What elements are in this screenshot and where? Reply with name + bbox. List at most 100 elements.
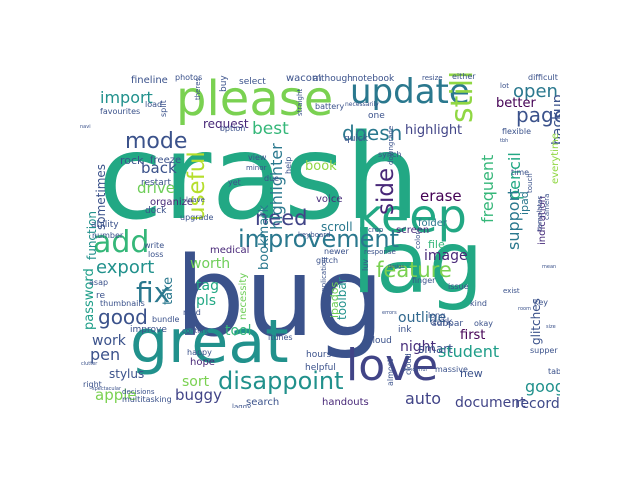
word-tag: tag <box>196 278 219 294</box>
word-application: application <box>320 257 328 296</box>
word-response: response <box>364 248 396 256</box>
word-quick: quick <box>344 134 369 144</box>
word-auto: auto <box>405 389 441 408</box>
word-cloud: cloud <box>404 353 413 375</box>
word-password: password <box>82 268 97 330</box>
word-ability: ability <box>91 220 119 230</box>
word-tiny: clutter <box>81 361 98 367</box>
word-improve: improve <box>130 325 167 335</box>
word-folder: folder <box>418 218 448 229</box>
word-search: search <box>246 397 279 408</box>
word-minor: minor <box>246 164 266 172</box>
word-although: although <box>313 74 353 84</box>
word-highlighter: highlighter <box>267 143 286 230</box>
word-import: import <box>100 88 153 107</box>
word-split: split <box>159 100 168 117</box>
word-re: re <box>96 291 106 301</box>
word-camera: camera <box>543 194 551 220</box>
word-medical: medical <box>210 245 249 256</box>
word-request: request <box>203 117 249 131</box>
word-night: night <box>400 339 437 355</box>
word-review: review <box>80 168 83 198</box>
word-med: med <box>183 308 201 317</box>
word-work: work <box>92 333 127 349</box>
word-google: google <box>525 377 560 396</box>
word-tiny: size <box>546 324 556 330</box>
word-thumbnails: thumbnails <box>100 299 145 308</box>
word-hours: hours <box>306 350 332 360</box>
word-necessarily: necessarily <box>345 101 379 108</box>
word-open: open <box>513 81 558 102</box>
word-smart: smart <box>418 342 453 356</box>
word-disappoint: disappoint <box>218 367 344 395</box>
word-upgrade: upgrade <box>180 213 213 222</box>
word-sort: sort <box>182 374 210 390</box>
word-luv: luv <box>361 259 370 271</box>
word-photos: photos <box>175 73 202 82</box>
word-still: still <box>445 72 480 123</box>
word-tiny: spectacular <box>92 386 122 392</box>
word-first: first <box>460 328 485 343</box>
word-newer: newer <box>324 247 349 256</box>
word-tiny: design <box>388 264 405 270</box>
word-helpful: helpful <box>305 363 336 373</box>
word-highlight: highlight <box>405 123 462 138</box>
word-voice: voice <box>316 194 342 205</box>
word-improvement: improvement <box>238 225 399 253</box>
word-buggy: buggy <box>175 386 222 404</box>
word-itunes: itunes <box>268 333 293 342</box>
word-fix: fix <box>136 276 170 309</box>
word-pencil: pencil <box>505 152 524 200</box>
word-time: time <box>511 168 529 177</box>
word-happy: happy <box>187 348 212 357</box>
word-everytime: everytime <box>550 133 560 184</box>
word-ipad: ipad <box>518 191 531 215</box>
word-indication: indication <box>537 196 548 245</box>
word-freeze: freeze <box>150 155 181 166</box>
word-bundle: bundle <box>152 315 180 324</box>
word-flexible: flexible <box>502 127 531 136</box>
word-keyboard: keyboard <box>298 231 330 239</box>
word-resize: resize <box>422 74 443 82</box>
word-touch: touch <box>526 173 534 193</box>
word-fineline: fineline <box>131 75 168 86</box>
word-cloud-canvas: crashbuglaggreatpleasekeeploveupdateaddf… <box>80 72 560 408</box>
word-straight: straight <box>296 89 304 116</box>
word-finger: finger <box>412 276 436 285</box>
word-export: export <box>96 257 154 278</box>
word-difficult: difficult <box>528 73 558 82</box>
word-massive: massive <box>435 365 468 374</box>
word-lot: lot <box>500 82 509 90</box>
word-update: update <box>350 72 470 112</box>
word-restart: restart <box>141 178 171 188</box>
word-tiny: wonderful <box>402 367 427 373</box>
word-almost: almost <box>386 359 395 386</box>
word-mode: mode <box>125 129 187 154</box>
word-decisions: decisions <box>122 388 155 396</box>
word-outline: outline <box>398 310 446 326</box>
word-issue: issue <box>448 282 469 291</box>
word-loss: loss <box>148 250 163 259</box>
word-subpar: subpar <box>432 319 463 329</box>
word-exist: exist <box>503 287 520 295</box>
word-record: record <box>515 396 560 408</box>
word-okay: okay <box>474 319 493 328</box>
word-battery: battery <box>315 102 344 111</box>
word-number: number <box>92 231 124 240</box>
word-sometimes: sometimes <box>94 164 108 230</box>
word-due: due <box>264 174 279 183</box>
word-lag: lag <box>352 213 483 313</box>
word-support: support <box>504 189 523 250</box>
word-back: back <box>141 159 177 177</box>
word-multitasking: multitasking <box>122 395 172 404</box>
word-key: key <box>534 298 548 307</box>
word-great: great <box>130 307 289 377</box>
word-ipados: ipados <box>328 282 341 318</box>
word-supper: supper <box>530 346 558 355</box>
word-write: write <box>144 241 164 250</box>
word-need: need <box>255 206 307 230</box>
word-either: either <box>452 72 476 81</box>
word-useful: useful <box>184 151 210 221</box>
word-stylus: stylus <box>109 367 144 381</box>
word-screen: screen <box>396 225 429 236</box>
